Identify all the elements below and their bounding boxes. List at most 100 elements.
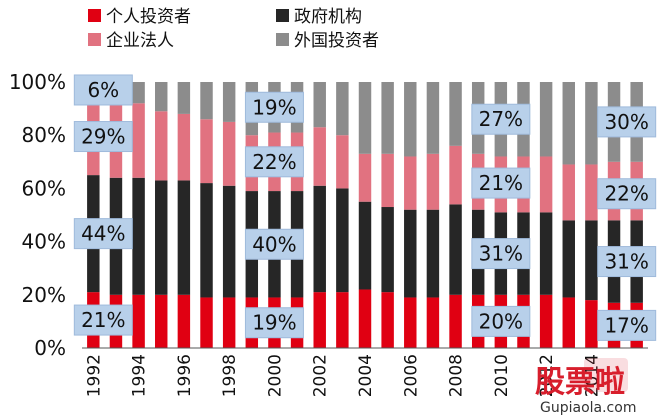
watermark-badge-icon <box>584 358 628 392</box>
callout-box <box>244 146 304 178</box>
y-tick-label: 40% <box>22 230 66 254</box>
bar-segment <box>200 82 213 120</box>
bar-segment <box>539 212 553 295</box>
callout-box <box>73 304 133 336</box>
bar-segment <box>313 127 326 186</box>
x-tick-label: 2002 <box>311 354 331 397</box>
bar-segment <box>177 180 191 295</box>
bar-segment <box>585 82 598 165</box>
bar-segment <box>449 204 462 295</box>
bar-segment <box>381 153 394 208</box>
y-tick-label: 20% <box>22 283 66 307</box>
bar-segment <box>336 82 349 136</box>
callout-label: 17% <box>604 313 648 337</box>
x-tick-label: 2006 <box>401 354 421 397</box>
callout-box <box>471 305 531 337</box>
callout-box <box>73 218 133 250</box>
bar-segment <box>132 294 145 348</box>
bar-segment <box>539 294 553 348</box>
bar-segment <box>426 82 440 154</box>
callout-label: 31% <box>604 250 648 274</box>
callout-box <box>471 238 531 270</box>
bar-segment <box>200 297 213 348</box>
callout-label: 22% <box>604 182 648 206</box>
bar-segment <box>585 164 598 221</box>
x-tick-label: 2014 <box>582 354 602 397</box>
bar-segment <box>426 209 440 298</box>
callout-box <box>597 246 657 278</box>
x-tick-label: 2000 <box>265 354 285 397</box>
callout-label: 21% <box>81 308 125 332</box>
bar-segment <box>132 177 145 295</box>
bar-segment <box>132 82 145 104</box>
callout-label: 31% <box>479 242 523 266</box>
y-tick-label: 100% <box>9 70 66 94</box>
callout-label: 40% <box>252 232 296 256</box>
bar-segment <box>177 113 191 181</box>
legend-label: 企业法人 <box>106 31 174 51</box>
bar-segment <box>381 82 394 154</box>
legend-swatch <box>276 9 289 22</box>
callout-box <box>471 167 531 199</box>
bar-segment <box>449 294 462 348</box>
bar-segment <box>449 82 462 146</box>
bar-segment <box>539 82 553 157</box>
bar-segment <box>336 188 349 293</box>
bar-segment <box>177 82 191 114</box>
bar-segment <box>222 297 236 348</box>
callout-label: 22% <box>252 150 296 174</box>
y-tick-label: 80% <box>22 123 66 147</box>
x-tick-label: 1994 <box>130 354 150 397</box>
callout-label: 21% <box>479 171 523 195</box>
legend-swatch <box>88 33 101 46</box>
bar-segment <box>177 294 191 348</box>
bar-segment <box>585 220 598 301</box>
callout-box <box>73 74 133 106</box>
callout-label: 30% <box>604 110 648 134</box>
bar-segment <box>336 135 349 189</box>
y-axis: 0% 20% 40% 60% 80% 100% <box>9 70 66 360</box>
watermark: 股票啦 Gupiaola.com <box>535 358 636 416</box>
bar-segment <box>155 82 168 112</box>
bar-segment <box>381 207 394 293</box>
callout-label: 19% <box>252 311 296 335</box>
callout-label: 6% <box>87 78 119 102</box>
bar-segment <box>539 156 553 213</box>
x-tick-label: 1992 <box>84 354 104 397</box>
legend-swatch <box>88 9 101 22</box>
bar-segment <box>358 153 372 202</box>
bar-segment <box>222 121 236 186</box>
bars <box>87 82 643 348</box>
bar-segment <box>222 82 236 122</box>
bar-segment <box>336 292 349 348</box>
bar-segment <box>313 82 326 128</box>
bar-segment <box>200 183 213 298</box>
y-tick-label: 60% <box>22 176 66 200</box>
bar-segment <box>426 153 440 210</box>
legend-label: 政府机构 <box>294 7 362 27</box>
x-tick-label: 2012 <box>537 354 557 397</box>
bar-segment <box>222 185 236 298</box>
x-tick-label: 1998 <box>220 354 240 397</box>
x-axis: 1992 1994 1996 1998 2000 2002 2004 2006 2008 2010… <box>82 347 648 397</box>
bar-segment <box>404 297 417 348</box>
bar-segment <box>358 82 372 154</box>
bar-segment <box>404 82 417 157</box>
x-tick-label: 2004 <box>356 354 376 397</box>
callout-label: 27% <box>479 107 523 131</box>
bar-segment <box>562 164 575 221</box>
callout-box <box>471 103 531 135</box>
callout-label: 19% <box>252 95 296 119</box>
legend-swatch <box>276 33 289 46</box>
x-tick-label: 2010 <box>492 354 512 397</box>
x-tick-label: 1996 <box>175 354 195 397</box>
bar-segment <box>313 292 326 348</box>
callout-box <box>244 91 304 123</box>
legend-label: 外国投资者 <box>294 31 379 51</box>
bar-segment <box>155 111 168 181</box>
callout-label: 20% <box>479 309 523 333</box>
x-tick-label: 2008 <box>447 354 467 397</box>
callouts: 6% 29% 44% 21% 19% 22% 40% 19% 27% 21% 31% 20% 30% 22… <box>73 74 657 341</box>
